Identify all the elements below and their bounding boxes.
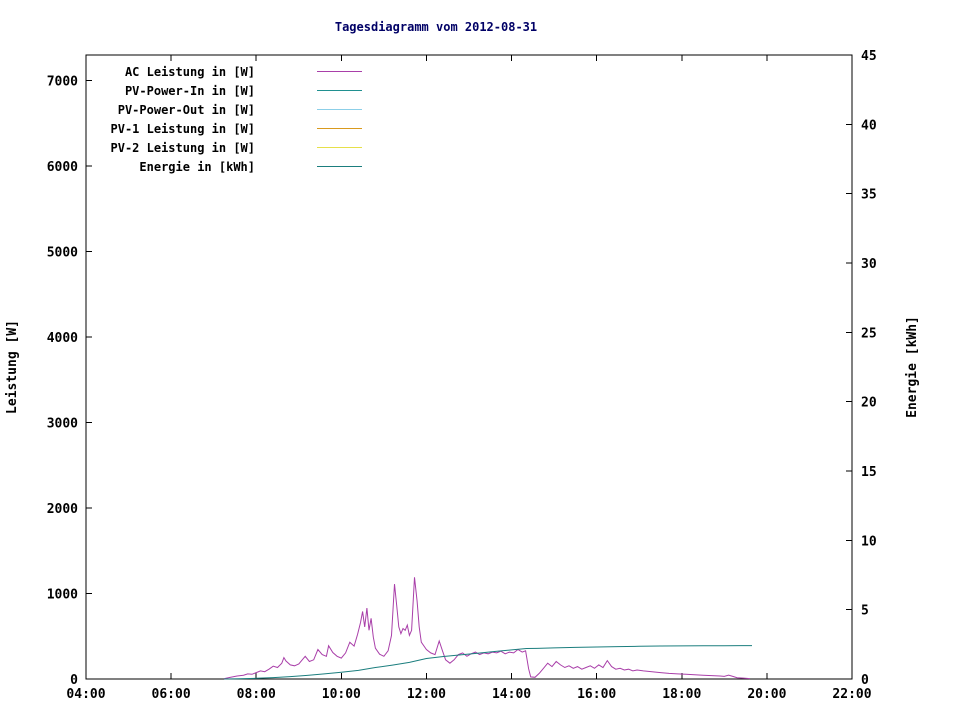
svg-text:22:00: 22:00 [832,687,871,702]
svg-text:Leistung [W]: Leistung [W] [5,320,20,414]
svg-text:Energie [kWh]: Energie [kWh] [905,316,920,418]
svg-text:0: 0 [70,673,78,688]
legend-item-label: PV-2 Leistung in [W] [110,140,256,155]
svg-text:12:00: 12:00 [407,687,446,702]
legend-line-swatch [317,166,362,167]
legend-item: PV-2 Leistung in [W] [95,138,362,157]
svg-text:7000: 7000 [47,75,78,90]
svg-text:25: 25 [861,326,877,341]
chart-title: Tagesdiagramm vom 2012-08-31 [334,20,538,34]
svg-text:3000: 3000 [47,417,78,432]
svg-text:15: 15 [861,465,877,480]
svg-text:5000: 5000 [47,246,78,261]
legend-item-label: PV-1 Leistung in [W] [110,121,256,136]
svg-text:4000: 4000 [47,331,78,346]
svg-text:16:00: 16:00 [577,687,616,702]
legend-line-swatch [317,90,362,91]
legend-item-label: PV-Power-Out in [W] [117,102,255,117]
svg-text:0: 0 [861,673,869,688]
svg-text:20:00: 20:00 [747,687,786,702]
legend-item: AC Leistung in [W] [95,62,362,81]
legend-item: PV-Power-In in [W] [95,81,362,100]
legend-item-label: AC Leistung in [W] [124,64,255,79]
legend-item-label: Energie in [kWh] [139,159,255,174]
svg-text:06:00: 06:00 [152,687,191,702]
svg-text:10:00: 10:00 [322,687,361,702]
svg-text:6000: 6000 [47,160,78,175]
legend-line-swatch [317,147,362,148]
legend-item-label: PV-Power-In in [W] [124,83,255,98]
svg-text:1000: 1000 [47,588,78,603]
legend-line-swatch [317,128,362,129]
svg-text:2000: 2000 [47,502,78,517]
svg-text:45: 45 [861,49,877,64]
legend-line-swatch [317,109,362,110]
svg-text:04:00: 04:00 [66,687,105,702]
legend-item: PV-1 Leistung in [W] [95,119,362,138]
legend-item: Energie in [kWh] [95,157,362,176]
svg-text:5: 5 [861,604,869,619]
svg-text:08:00: 08:00 [237,687,276,702]
svg-text:10: 10 [861,534,877,549]
legend-item: PV-Power-Out in [W] [95,100,362,119]
svg-text:20: 20 [861,396,877,411]
legend-line-swatch [317,71,362,72]
svg-text:18:00: 18:00 [662,687,701,702]
svg-text:35: 35 [861,188,877,203]
legend: AC Leistung in [W] PV-Power-In in [W] PV… [95,62,362,176]
svg-text:30: 30 [861,257,877,272]
svg-text:14:00: 14:00 [492,687,531,702]
svg-text:40: 40 [861,118,877,133]
